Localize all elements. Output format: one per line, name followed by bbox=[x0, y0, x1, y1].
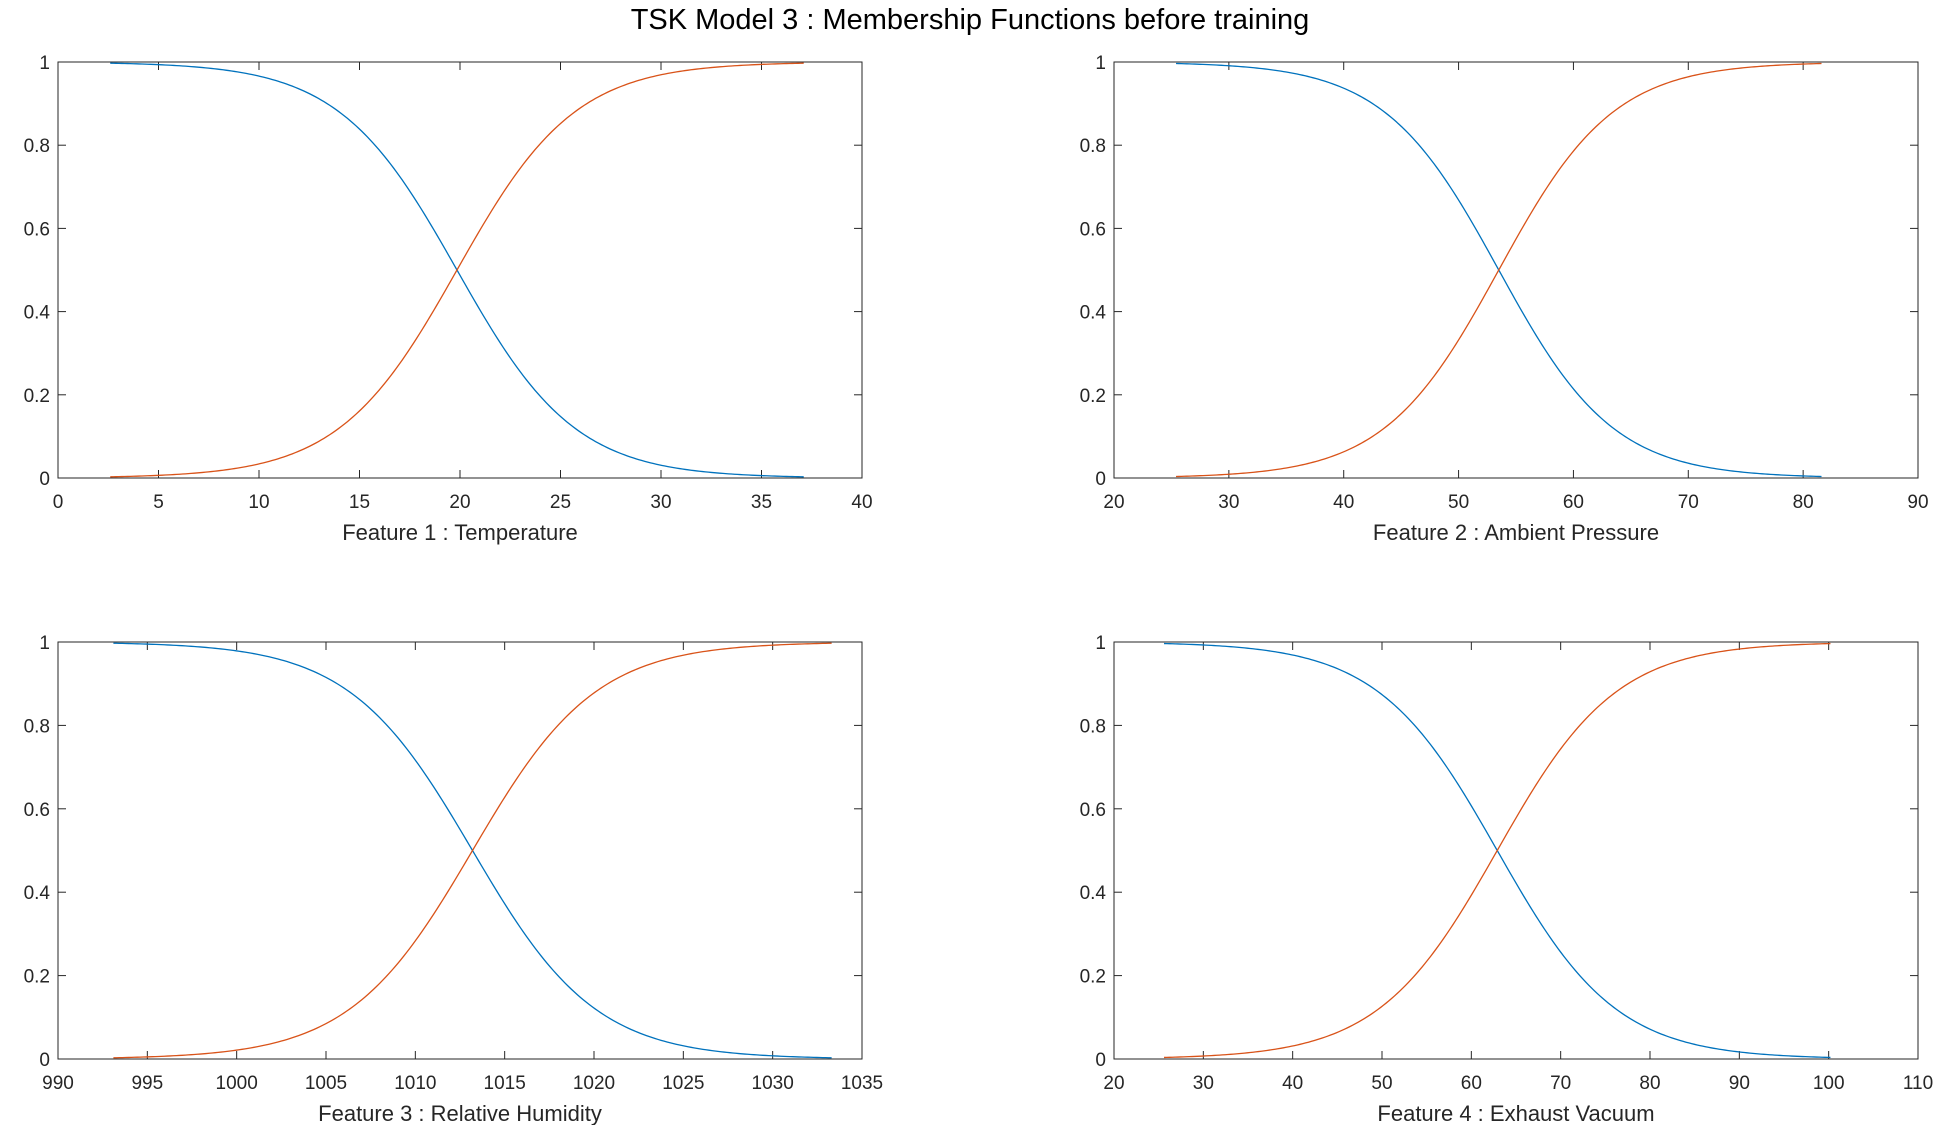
x-tick-label: 20 bbox=[1103, 492, 1124, 513]
subplot-1: 0 5 10 15 20 25 30 35 40 0 0.2 0.4 0.6 0.8 1 Feature 1 … bbox=[24, 53, 873, 545]
axes-box bbox=[1113, 61, 1919, 479]
x-tick-label: 60 bbox=[1461, 1073, 1482, 1094]
x-tick-label: 80 bbox=[1639, 1073, 1660, 1094]
x-tick-label: 1030 bbox=[752, 1073, 794, 1094]
y-tick-label: 0.6 bbox=[1080, 800, 1106, 821]
x-tick-label: 30 bbox=[650, 492, 671, 513]
y-tick-label: 0.2 bbox=[1080, 386, 1106, 407]
x-axis-label: Feature 3 : Relative Humidity bbox=[318, 1101, 602, 1125]
x-tick-label: 110 bbox=[1903, 1073, 1933, 1094]
y-tick-label: 0.2 bbox=[1080, 967, 1106, 988]
series-line-2 bbox=[113, 642, 832, 1059]
series-line-2 bbox=[1164, 642, 1831, 1059]
x-tick-label: 90 bbox=[1729, 1073, 1750, 1094]
x-tick-label: 50 bbox=[1371, 1073, 1392, 1094]
x-tick-label: 990 bbox=[42, 1073, 74, 1094]
axes-box bbox=[57, 641, 863, 1060]
y-tick-label: 1 bbox=[39, 633, 50, 654]
x-tick-label: 20 bbox=[1103, 1073, 1124, 1094]
x-tick-label: 25 bbox=[550, 492, 571, 513]
x-tick-label: 1010 bbox=[394, 1073, 436, 1094]
y-tick-label: 0 bbox=[39, 469, 50, 490]
y-tick-label: 0.4 bbox=[1080, 883, 1107, 904]
x-tick-label: 40 bbox=[1282, 1073, 1303, 1094]
x-tick-label: 30 bbox=[1193, 1073, 1214, 1094]
x-tick-label: 60 bbox=[1563, 492, 1584, 513]
y-tick-label: 1 bbox=[1095, 53, 1106, 74]
x-tick-label: 1025 bbox=[662, 1073, 704, 1094]
x-tick-label: 90 bbox=[1907, 492, 1928, 513]
y-tick-label: 0.6 bbox=[1080, 219, 1106, 240]
y-tick-label: 0.8 bbox=[1080, 716, 1106, 737]
x-axis-label: Feature 4 : Exhaust Vacuum bbox=[1377, 1101, 1654, 1125]
subplot-4: 20 30 40 50 60 70 80 90 100 110 0 0.2 0.4 0.6 0.8 1 Feat… bbox=[1080, 633, 1934, 1125]
y-tick-label: 0.4 bbox=[1080, 303, 1107, 324]
y-tick-label: 0.8 bbox=[24, 136, 50, 157]
x-tick-label: 70 bbox=[1550, 1073, 1571, 1094]
axes-box bbox=[1113, 641, 1919, 1060]
x-tick-label: 5 bbox=[153, 492, 164, 513]
figure-title: TSK Model 3 : Membership Functions befor… bbox=[630, 4, 1310, 36]
subplot-2: 20 30 40 50 60 70 80 90 0 0.2 0.4 0.6 0.8 1 Feature 2 … bbox=[1080, 53, 1929, 545]
series-line-2 bbox=[110, 62, 804, 478]
x-tick-label: 40 bbox=[1333, 492, 1354, 513]
x-tick-label: 995 bbox=[131, 1073, 163, 1094]
x-tick-label: 1005 bbox=[305, 1073, 347, 1094]
axes-box bbox=[57, 61, 863, 479]
x-tick-label: 80 bbox=[1793, 492, 1814, 513]
x-axis-label: Feature 2 : Ambient Pressure bbox=[1373, 520, 1659, 545]
x-tick-label: 35 bbox=[751, 492, 772, 513]
x-tick-label: 1020 bbox=[573, 1073, 615, 1094]
x-tick-label: 50 bbox=[1448, 492, 1469, 513]
x-axis-label: Feature 1 : Temperature bbox=[342, 520, 578, 545]
x-tick-label: 15 bbox=[349, 492, 370, 513]
x-tick-label: 1015 bbox=[484, 1073, 526, 1094]
y-tick-label: 0.4 bbox=[24, 303, 51, 324]
x-tick-label: 10 bbox=[248, 492, 269, 513]
x-tick-label: 1035 bbox=[841, 1073, 883, 1094]
y-tick-label: 0.8 bbox=[1080, 136, 1106, 157]
y-tick-label: 0.6 bbox=[24, 800, 50, 821]
y-tick-label: 0 bbox=[1095, 1050, 1106, 1071]
y-tick-label: 0 bbox=[39, 1050, 50, 1071]
y-tick-label: 0.2 bbox=[24, 386, 50, 407]
y-tick-label: 0 bbox=[1095, 469, 1106, 490]
y-tick-label: 0.4 bbox=[24, 883, 51, 904]
x-tick-label: 20 bbox=[449, 492, 470, 513]
x-tick-label: 70 bbox=[1678, 492, 1699, 513]
x-tick-label: 1000 bbox=[216, 1073, 258, 1094]
series-line-2 bbox=[1176, 62, 1822, 478]
y-tick-label: 0.2 bbox=[24, 967, 50, 988]
y-tick-label: 1 bbox=[39, 53, 50, 74]
x-tick-label: 0 bbox=[53, 492, 64, 513]
subplot-3: 990 995 1000 1005 1010 1015 1020 1025 1030 1035 0 0… bbox=[24, 633, 884, 1125]
y-tick-label: 0.6 bbox=[24, 219, 50, 240]
x-tick-label: 30 bbox=[1218, 492, 1239, 513]
x-tick-label: 100 bbox=[1813, 1073, 1845, 1094]
y-tick-label: 1 bbox=[1095, 633, 1106, 654]
y-tick-label: 0.8 bbox=[24, 716, 50, 737]
x-tick-label: 40 bbox=[851, 492, 872, 513]
